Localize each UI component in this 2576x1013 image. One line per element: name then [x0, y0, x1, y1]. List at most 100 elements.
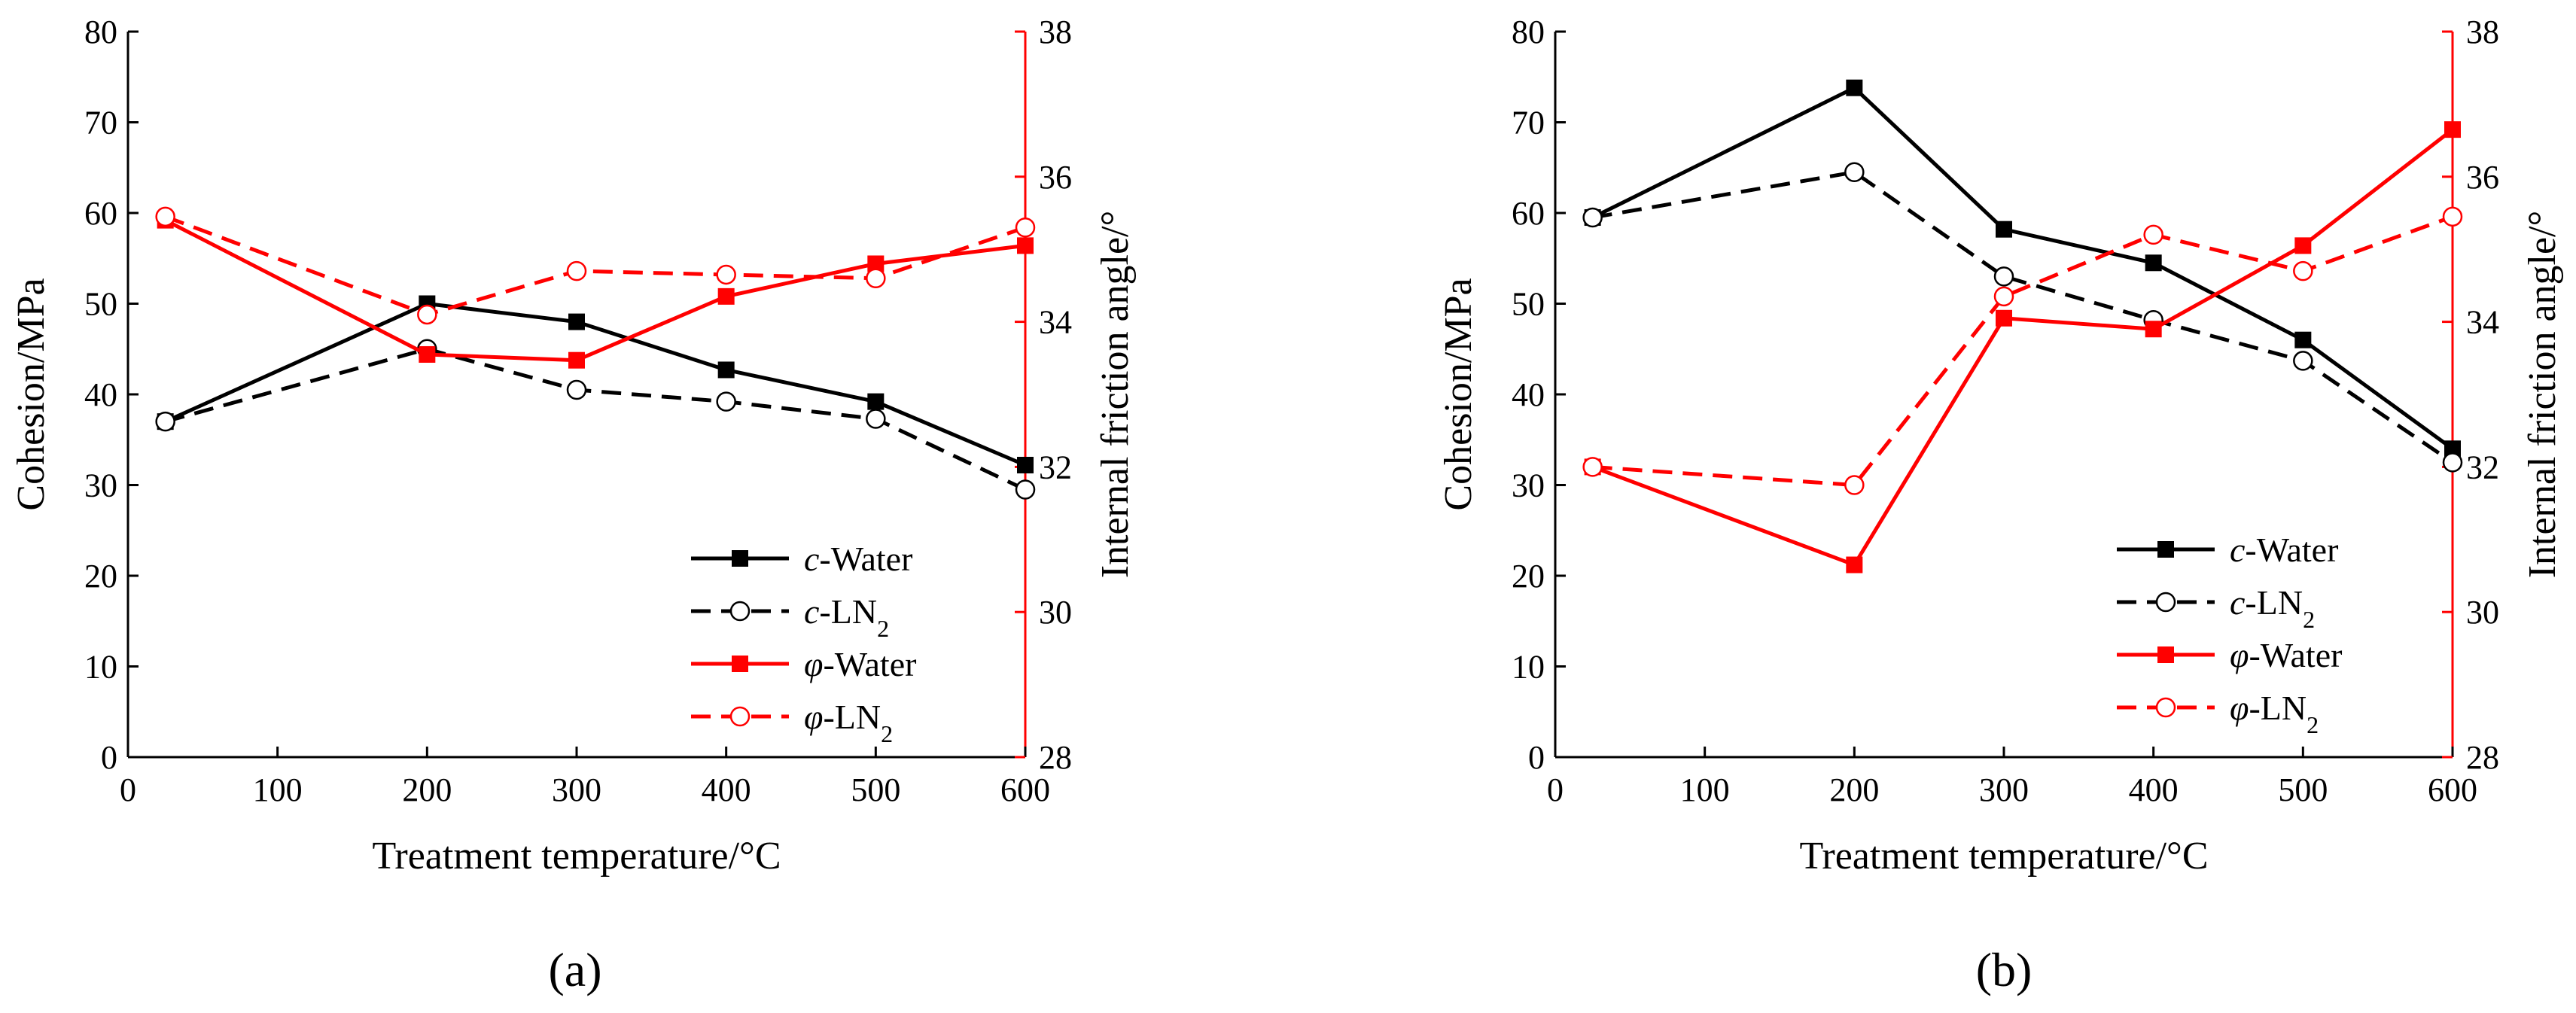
y-left-tick-label: 60 — [84, 195, 117, 232]
data-point-square — [2294, 331, 2312, 348]
legend-label: φ-LN2 — [804, 698, 893, 747]
x-tick-label: 500 — [2278, 771, 2328, 808]
series-line-0 — [164, 302, 1026, 467]
y-right-tick-label: 36 — [2466, 159, 2499, 196]
y-left-axis-title: Cohesion/MPa — [1437, 278, 1480, 510]
y-right-axis-title: Internal friction angle/° — [2521, 211, 2564, 579]
data-point-circle — [417, 304, 437, 325]
y-right-tick-label: 32 — [2466, 449, 2499, 485]
data-point-square — [867, 255, 885, 272]
legend-label: c-Water — [804, 540, 912, 578]
data-point-circle — [1844, 162, 1865, 183]
x-axis-title: Treatment temperature/°C — [372, 835, 781, 878]
data-point-square — [1017, 237, 1034, 254]
data-point-circle — [1015, 218, 1036, 238]
legend-label: c-LN2 — [804, 592, 889, 642]
x-axis-title: Treatment temperature/°C — [1799, 835, 2208, 878]
y-right-tick-label: 30 — [2466, 594, 2499, 631]
data-point-circle — [566, 260, 587, 281]
y-right-tick-label: 34 — [2466, 304, 2499, 341]
data-point-square — [568, 351, 585, 369]
data-point-circle — [2143, 224, 2163, 245]
data-point-circle — [566, 379, 587, 400]
y-right-tick-label: 34 — [1039, 304, 1072, 341]
y-left-tick-label: 30 — [84, 467, 117, 504]
series-line-1 — [1592, 170, 2454, 464]
y-left-axis-title: Cohesion/MPa — [10, 278, 53, 510]
legend-marker-square — [732, 656, 748, 672]
x-tick-label: 200 — [1829, 771, 1879, 808]
y-left-tick-label: 20 — [1512, 558, 1545, 595]
data-point-square — [1846, 79, 1863, 96]
data-point-circle — [1844, 475, 1865, 495]
data-point-circle — [2293, 351, 2313, 371]
data-point-square — [1846, 556, 1863, 573]
series-line-1 — [164, 347, 1027, 491]
legend-marker-square — [732, 550, 748, 567]
data-point-square — [1996, 309, 2012, 327]
data-point-circle — [866, 409, 886, 429]
series-line-2 — [1591, 128, 2454, 567]
y-left-tick-label: 10 — [1512, 649, 1545, 686]
data-point-circle — [2293, 260, 2313, 281]
data-point-square — [2294, 237, 2312, 254]
x-tick-label: 300 — [552, 771, 601, 808]
legend-marker-square — [2157, 541, 2174, 558]
data-point-circle — [1993, 266, 2014, 287]
y-left-tick-label: 20 — [84, 558, 117, 595]
y-left-tick-label: 70 — [84, 105, 117, 141]
y-right-tick-label: 30 — [1039, 594, 1072, 631]
y-left-tick-label: 80 — [1512, 14, 1545, 50]
data-point-circle — [866, 268, 886, 289]
y-right-tick-label: 38 — [2466, 14, 2499, 50]
series-line-3 — [164, 214, 1026, 317]
y-right-tick-label: 38 — [1039, 14, 1072, 50]
data-point-circle — [1993, 286, 2014, 307]
y-right-tick-label: 28 — [1039, 739, 1072, 776]
data-point-circle — [155, 411, 175, 432]
x-tick-label: 300 — [1979, 771, 2029, 808]
legend-label: c-LN2 — [2230, 583, 2315, 633]
chart-panel-a: 0 100 200 300 400 500 600 0 10 20 30 40 50 60 70 80 28 30… — [10, 14, 1137, 996]
legend-label: c-Water — [2230, 531, 2338, 569]
y-left-tick-label: 0 — [1528, 739, 1545, 776]
x-tick-label: 200 — [402, 771, 452, 808]
x-tick-label: 100 — [253, 771, 303, 808]
data-point-circle — [2442, 206, 2463, 227]
y-left-tick-label: 30 — [1512, 467, 1545, 504]
x-tick-label: 600 — [1000, 771, 1050, 808]
y-left-tick-label: 50 — [1512, 286, 1545, 323]
data-point-circle — [1582, 457, 1603, 477]
data-point-square — [2145, 254, 2162, 272]
data-point-square — [717, 287, 735, 305]
x-tick-label: 100 — [1680, 771, 1730, 808]
legend-label: φ-Water — [2230, 636, 2342, 674]
series-line-2 — [164, 218, 1026, 363]
panel-label: (b) — [1976, 943, 2032, 996]
y-left-tick-label: 40 — [1512, 376, 1545, 413]
data-point-square — [2444, 121, 2461, 138]
legend-marker-circle — [729, 706, 751, 727]
data-point-circle — [716, 264, 736, 285]
y-left-tick-label: 40 — [84, 376, 117, 413]
legend-marker-circle — [2155, 592, 2176, 613]
y-right-tick-label: 28 — [2466, 739, 2499, 776]
y-right-axis-title: Internal friction angle/° — [1094, 211, 1137, 579]
legend-marker-square — [2157, 646, 2174, 663]
legend-label: φ-LN2 — [2230, 689, 2319, 738]
x-tick-label: 500 — [851, 771, 900, 808]
data-point-square — [1996, 221, 2012, 238]
y-right-tick-label: 36 — [1039, 159, 1072, 196]
y-left-tick-label: 10 — [84, 649, 117, 686]
chart-panel-b: 0 100 200 300 400 500 600 0 10 20 30 40 50 60 70 80 28 30… — [1437, 14, 2564, 996]
x-tick-label: 0 — [120, 771, 136, 808]
series-line-3 — [1592, 214, 2453, 487]
y-right-tick-label: 32 — [1039, 449, 1072, 485]
x-tick-label: 400 — [2129, 771, 2179, 808]
data-point-square — [1017, 456, 1034, 473]
data-point-square — [867, 393, 885, 410]
data-point-circle — [1582, 207, 1603, 228]
data-point-square — [717, 361, 735, 379]
y-left-tick-label: 80 — [84, 14, 117, 50]
